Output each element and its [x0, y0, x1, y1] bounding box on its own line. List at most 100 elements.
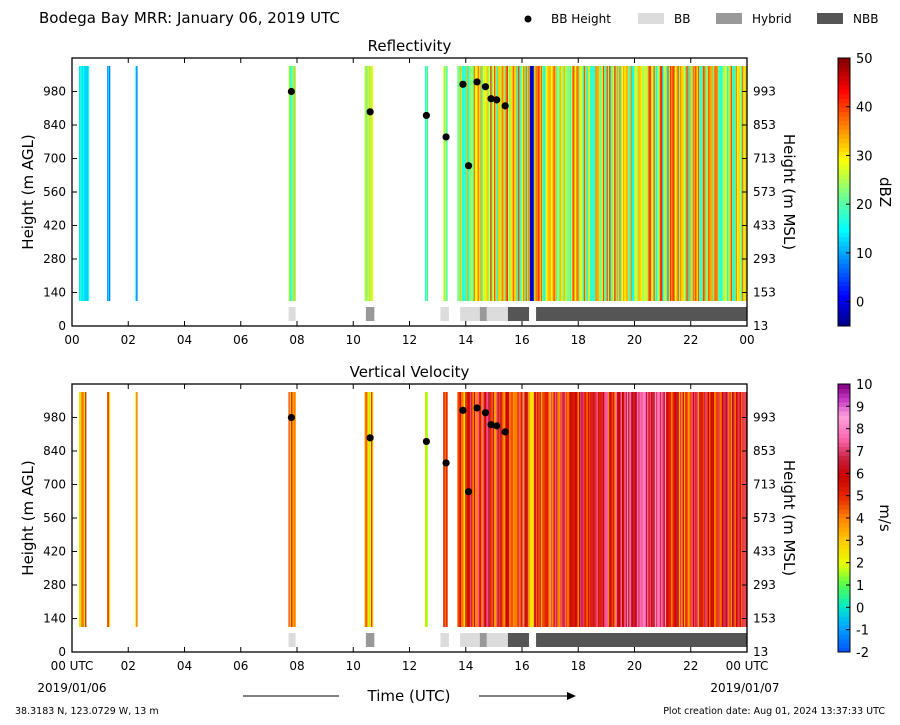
echo-column [571, 392, 573, 627]
colorbar-segment [838, 392, 850, 398]
echo-column [669, 66, 672, 301]
echo-column [562, 66, 565, 301]
echo-column [677, 66, 680, 301]
echo-column [581, 392, 584, 627]
echo-column [580, 66, 582, 301]
bb-height-point [473, 78, 481, 86]
colorbar-segment [838, 299, 850, 305]
echo-column [625, 392, 628, 627]
colorbar-segment [838, 245, 850, 251]
echo-column [463, 392, 466, 627]
y-tick-label: 700 [43, 478, 66, 492]
echo-column [678, 66, 681, 301]
echo-column [545, 392, 548, 627]
echo-column [371, 66, 373, 301]
echo-column [289, 392, 291, 627]
colorbar-tick-label: 40 [856, 101, 873, 116]
echo-column [457, 66, 459, 301]
echo-column [606, 392, 609, 627]
echo-column [523, 392, 525, 627]
echo-column [476, 392, 478, 627]
colorbar-segment [838, 209, 850, 215]
colorbar-segment [838, 477, 850, 483]
echo-column [635, 66, 638, 301]
echo-column [688, 392, 691, 627]
echo-column [681, 392, 683, 627]
echo-column [690, 66, 692, 301]
echo-column [707, 392, 710, 627]
bb-type-segment [460, 307, 480, 321]
colorbar-segment [838, 611, 850, 617]
colorbar-segment [838, 535, 850, 541]
colorbar-segment [838, 151, 850, 157]
echo-column [529, 66, 534, 301]
echo-column [735, 392, 738, 627]
echo-column [444, 392, 446, 627]
echo-column [369, 392, 371, 627]
echo-column [485, 66, 487, 301]
echo-column [696, 66, 699, 301]
echo-column [445, 66, 447, 301]
echo-column [676, 66, 678, 301]
legend: BB Height BB Hybrid NBB [524, 12, 878, 26]
echo-column [288, 392, 290, 627]
echo-column [692, 66, 695, 301]
colorbar-label: m/s [876, 504, 894, 532]
echo-column [549, 392, 552, 627]
colorbar-segment [838, 504, 850, 510]
y-tick-label-right: 153 [753, 612, 776, 626]
colorbar-segment [838, 482, 850, 488]
echo-column [677, 392, 680, 627]
echo-column [543, 66, 546, 301]
colorbar-segment [838, 589, 850, 595]
echo-column [486, 66, 489, 301]
echo-column [615, 392, 618, 627]
echo-column [591, 66, 594, 301]
echo-column [478, 392, 481, 627]
echo-column [585, 66, 587, 301]
echo-column [683, 392, 686, 627]
echo-column [663, 392, 666, 627]
colorbar-segment [838, 232, 850, 238]
echo-column [640, 392, 643, 627]
colorbar-segment [838, 160, 850, 166]
echo-column [372, 392, 374, 627]
echo-column [648, 66, 651, 301]
echo-column [720, 392, 723, 627]
y-tick-label: 0 [58, 645, 66, 659]
echo-column [659, 392, 662, 627]
x-tick-label: 12 [402, 659, 417, 673]
echo-column [623, 392, 625, 627]
colorbar-segment [838, 424, 850, 430]
x-tick-label: 10 [346, 659, 361, 673]
echo-column [573, 392, 576, 627]
echo-column [481, 66, 484, 301]
echo-column [704, 66, 706, 301]
echo-column [578, 392, 581, 627]
echo-column [516, 392, 519, 627]
echo-column [618, 392, 620, 627]
echo-column [582, 66, 585, 301]
echo-column [663, 66, 666, 301]
echo-column [715, 66, 718, 301]
echo-column [605, 66, 608, 301]
y-tick-label-right: 153 [753, 286, 776, 300]
colorbar-tick-label: 10 [856, 247, 873, 262]
echo-column [626, 392, 629, 627]
reflectivity-data [79, 66, 748, 321]
echo-column [597, 392, 600, 627]
echo-column [496, 66, 499, 301]
echo-column [515, 66, 518, 301]
colorbar-segment [838, 576, 850, 582]
x-tick-label: 00 UTC [726, 659, 769, 673]
echo-column [640, 66, 643, 301]
echo-column [695, 392, 697, 627]
echo-column [726, 66, 729, 301]
bb-type-segment [460, 633, 480, 647]
colorbar-tick-label: 10 [856, 378, 873, 393]
colorbar-segment [838, 638, 850, 644]
echo-column [542, 392, 544, 627]
colorbar-segment [838, 540, 850, 546]
echo-column [699, 66, 701, 301]
